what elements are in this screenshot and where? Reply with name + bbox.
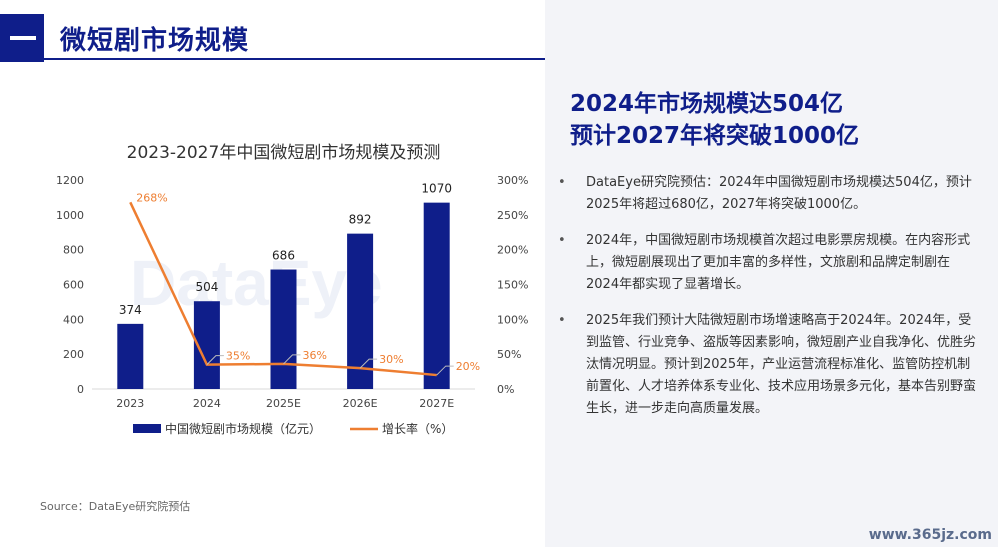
y-left-tick-label: 200 xyxy=(63,348,84,361)
y-right-tick-label: 250% xyxy=(497,209,528,222)
y-left-tick-label: 1000 xyxy=(56,209,84,222)
legend-line-label: 增长率（%） xyxy=(382,421,453,436)
callout-leader xyxy=(359,358,378,369)
y-right-tick-label: 0% xyxy=(497,383,514,396)
x-tick-label: 2025E xyxy=(266,397,301,410)
bullet-text: DataEye研究院预估：2024年中国微短剧市场规模达504亿，预计2025年… xyxy=(586,175,972,212)
bar xyxy=(423,202,450,389)
bullet-item: • 2024年，中国微短剧市场规模首次超过电影票房规模。在内容形式上，微短剧展现出… xyxy=(558,230,978,296)
bar-value-label: 374 xyxy=(119,303,142,317)
line-value-label: 20% xyxy=(456,360,480,373)
page-title: 微短剧市场规模 xyxy=(60,26,250,56)
callout-leader xyxy=(283,354,301,365)
bar xyxy=(347,233,374,389)
y-right-tick-label: 300% xyxy=(497,174,528,187)
section-marker xyxy=(0,14,44,62)
bullet-text: 2025年我们预计大陆微短剧市场增速略高于2024年。2024年，受到监管、行业… xyxy=(586,313,977,416)
line-value-label: 30% xyxy=(379,353,403,366)
dash-icon xyxy=(10,36,36,40)
chart-title: 2023-2027年中国微短剧市场规模及预测 xyxy=(127,143,441,163)
bullet-list: • DataEye研究院预估：2024年中国微短剧市场规模达504亿，预计2025… xyxy=(558,172,978,434)
watermark-text: DataEye xyxy=(130,247,383,319)
bullet-item: • 2025年我们预计大陆微短剧市场增速略高于2024年。2024年，受到监管、行… xyxy=(558,310,978,420)
bar-value-label: 1070 xyxy=(421,182,452,196)
headline-line-2: 预计2027年将突破1000亿 xyxy=(570,123,860,149)
bullet-icon: • xyxy=(558,175,566,190)
y-right-tick-label: 150% xyxy=(497,279,528,292)
bar-value-label: 504 xyxy=(195,280,218,294)
section-header: 微短剧市场规模 xyxy=(0,14,545,62)
y-right-tick-label: 100% xyxy=(497,313,528,326)
site-watermark: www.365jz.com xyxy=(868,527,992,543)
x-tick-label: 2024 xyxy=(193,397,221,410)
left-panel: 微短剧市场规模 DataEye 2023-2027年中国微短剧市场规模及预测 0 20… xyxy=(0,14,545,513)
y-left-tick-label: 800 xyxy=(63,244,84,257)
market-size-chart: DataEye 2023-2027年中国微短剧市场规模及预测 0 200 400 600 8… xyxy=(56,143,528,436)
y-left-tick-label: 400 xyxy=(63,313,84,326)
line-value-label: 36% xyxy=(303,349,327,362)
x-tick-label: 2026E xyxy=(343,397,378,410)
y-right-tick-label: 200% xyxy=(497,244,528,257)
bullet-icon: • xyxy=(558,313,566,328)
source-note: Source：DataEye研究院预估 xyxy=(40,500,191,513)
bar-value-label: 892 xyxy=(349,213,372,227)
callout-leader xyxy=(206,355,224,365)
bar xyxy=(270,269,297,389)
bullet-text: 2024年，中国微短剧市场规模首次超过电影票房规模。在内容形式上，微短剧展现出了… xyxy=(586,233,971,292)
legend-bar-label: 中国微短剧市场规模（亿元） xyxy=(165,421,321,436)
y-left-tick-label: 0 xyxy=(77,383,84,396)
title-divider xyxy=(0,58,545,60)
y-left-tick-label: 600 xyxy=(63,279,84,292)
headline-line-1: 2024年市场规模达504亿 xyxy=(570,91,844,117)
bullet-item: • DataEye研究院预估：2024年中国微短剧市场规模达504亿，预计2025… xyxy=(558,172,978,216)
bar xyxy=(117,323,144,389)
line-value-label: 268% xyxy=(136,191,167,204)
bar-value-label: 686 xyxy=(272,249,295,263)
x-tick-label: 2023 xyxy=(116,397,144,410)
legend-bar-swatch xyxy=(133,424,161,433)
callout-leader xyxy=(436,365,454,376)
x-tick-label: 2027E xyxy=(419,397,454,410)
y-right-tick-label: 50% xyxy=(497,348,521,361)
y-left-tick-label: 1200 xyxy=(56,174,84,187)
bullet-icon: • xyxy=(558,233,566,248)
headline: 2024年市场规模达504亿 预计2027年将突破1000亿 xyxy=(570,88,859,152)
line-value-label: 35% xyxy=(226,350,250,363)
right-panel xyxy=(545,0,998,547)
